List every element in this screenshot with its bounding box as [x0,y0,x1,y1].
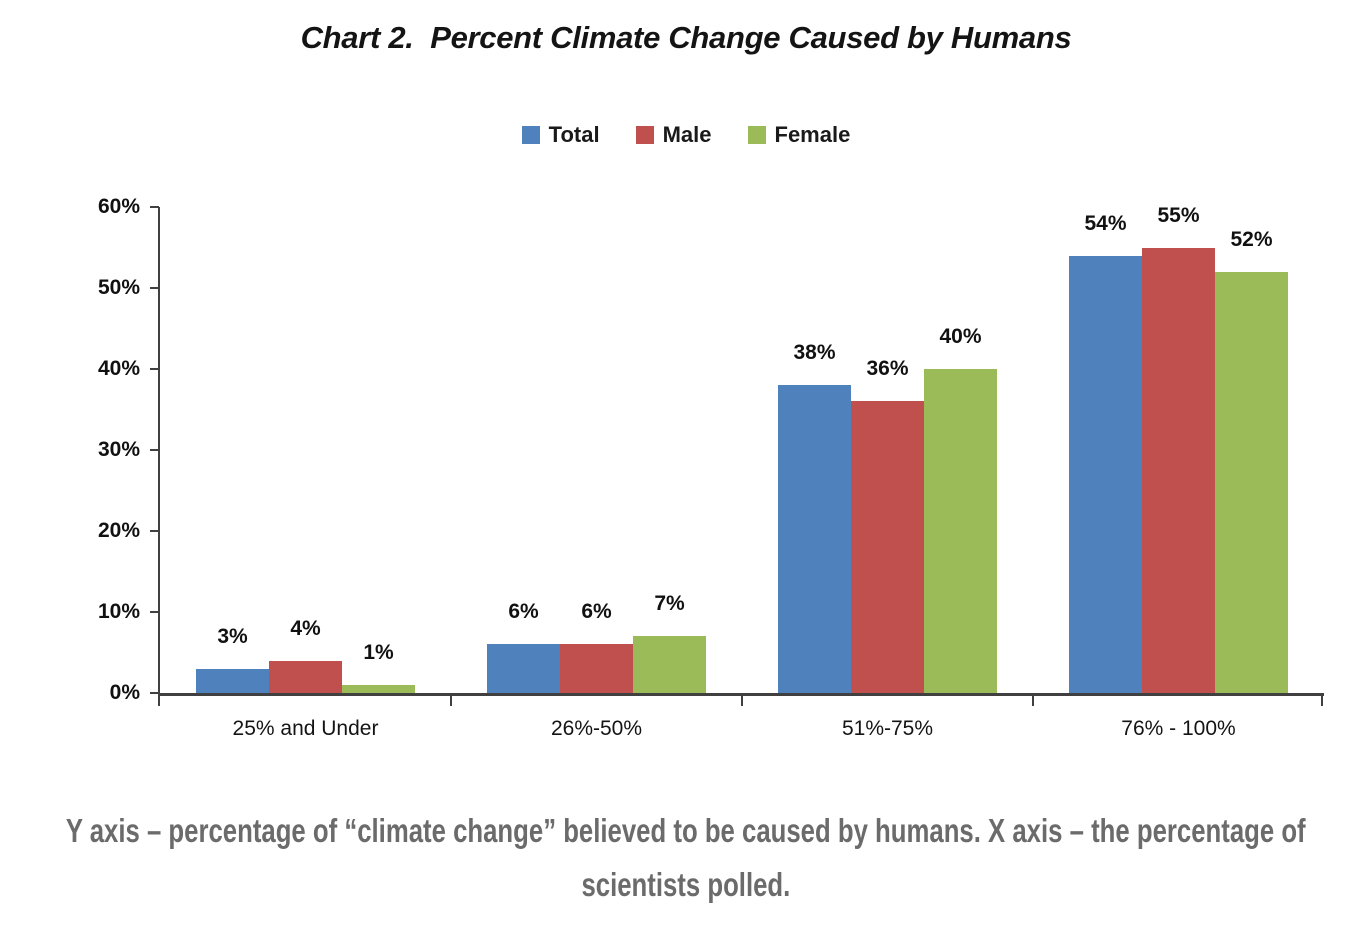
bar-value-label: 52% [1230,227,1273,251]
x-axis-tick [741,693,743,706]
female-bar [633,636,706,693]
legend-item-male: Male [635,122,712,148]
y-tick-label: 20% [97,519,140,542]
total-bar [1069,255,1142,693]
total-swatch-icon [521,126,540,144]
female-bar [924,369,997,693]
y-tick-label: 30% [97,438,140,461]
y-tick-label: 60% [97,195,140,218]
bar-value-label: 4% [290,616,321,640]
y-tick-label: 0% [109,681,140,704]
y-tick-label: 50% [97,276,140,299]
y-axis-tick [150,449,159,451]
legend-label: Female [774,122,851,147]
y-tick-label: 10% [97,600,140,623]
bar-value-label: 7% [654,592,685,616]
bar-value-label: 6% [508,600,539,624]
male-bar [851,401,924,693]
y-axis-tick [150,611,159,613]
x-axis-tick [1321,693,1323,706]
legend-label: Total [548,122,600,147]
x-category-label: 76% - 100% [1121,717,1236,740]
caption-line-1: Y axis – percentage of “climate change” … [66,812,1306,849]
bar-value-label: 1% [363,640,394,664]
chart-legend: Total Male Female [0,122,1372,148]
bar-value-label: 38% [793,341,836,365]
y-axis-tick [150,287,159,289]
x-axis-tick [1032,693,1034,706]
bar-value-label: 40% [939,325,982,348]
total-bar [778,385,851,693]
y-axis-tick [150,692,159,694]
bar-value-label: 6% [581,600,612,624]
x-axis-tick [450,693,452,706]
x-category-label: 25% and Under [232,717,379,740]
y-axis-tick [150,206,159,208]
total-bar [196,668,269,693]
bar-value-label: 36% [866,357,909,381]
bar-value-label: 3% [217,624,248,648]
female-bar [1215,271,1288,693]
male-bar [1142,247,1215,693]
bar-value-label: 55% [1157,203,1200,227]
male-bar [269,660,342,693]
x-category-label: 51%-75% [841,717,934,740]
female-bar [342,684,415,693]
male-swatch-icon [635,126,654,144]
legend-item-female: Female [747,122,851,148]
axis-description-caption: Y axis – percentage of “climate change” … [0,804,1372,912]
male-bar [560,644,633,693]
chart-title: Chart 2. Percent Climate Change Caused b… [300,20,1072,55]
legend-label: Male [662,122,712,147]
y-tick-label: 40% [97,357,140,380]
y-axis-tick [150,530,159,532]
x-axis-tick [158,693,160,706]
caption-line-2: scientists polled. [581,866,791,903]
plot-area: 0% 10% 20% 30% 40% 50% 60% 3% 6% 38% 54% 4% 6% 36% 55%… [98,195,1324,740]
legend-item-total: Total [521,122,600,148]
bar-value-label: 54% [1084,211,1127,235]
total-bar [487,644,560,693]
y-axis-tick [150,368,159,370]
x-category-label: 26%-50% [550,717,643,740]
female-swatch-icon [747,126,766,144]
